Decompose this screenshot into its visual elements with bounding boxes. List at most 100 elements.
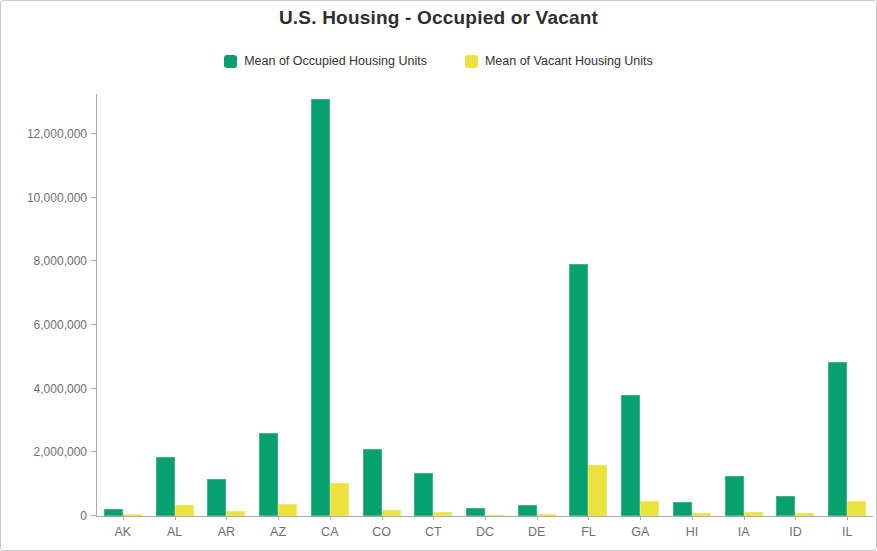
x-axis-label-ct: CT [407,525,459,539]
bar-vacant-ga[interactable] [640,501,659,516]
x-axis-label-ar: AR [200,525,252,539]
bar-group-de: DE [511,94,563,516]
y-axis-tick [91,324,96,325]
bar-vacant-al[interactable] [175,505,194,516]
bar-vacant-ia[interactable] [744,512,763,516]
bar-vacant-id[interactable] [795,513,814,516]
bar-group-ak: AK [97,94,149,516]
bar-occupied-hi[interactable] [673,502,692,516]
bar-vacant-ct[interactable] [433,512,452,516]
bar-occupied-fl[interactable] [569,264,588,516]
legend-item-occupied[interactable]: Mean of Occupied Housing Units [224,54,427,68]
bar-vacant-hi[interactable] [692,513,711,516]
y-axis-label: 4,000,000 [34,382,87,396]
bar-occupied-az[interactable] [259,433,278,516]
x-axis-label-de: DE [511,525,563,539]
bar-occupied-dc[interactable] [466,508,485,516]
y-axis-tick [91,197,96,198]
bar-occupied-ar[interactable] [207,479,226,516]
legend-item-vacant[interactable]: Mean of Vacant Housing Units [465,54,653,68]
y-axis-label: 8,000,000 [34,254,87,268]
x-axis-tick [847,516,848,520]
legend: Mean of Occupied Housing Units Mean of V… [1,54,876,68]
bar-occupied-ct[interactable] [414,473,433,516]
bar-vacant-de[interactable] [537,514,556,516]
legend-label-vacant: Mean of Vacant Housing Units [485,54,653,68]
x-axis-tick [485,516,486,520]
bar-occupied-co[interactable] [363,449,382,516]
bar-group-ar: AR [200,94,252,516]
y-axis-tick [91,515,96,516]
bar-vacant-ca[interactable] [330,483,349,516]
y-axis-tick [91,260,96,261]
x-axis-label-ga: GA [614,525,666,539]
y-axis-tick [91,451,96,452]
x-axis-tick [640,516,641,520]
x-axis-label-fl: FL [563,525,615,539]
bar-occupied-al[interactable] [156,457,175,516]
x-axis-label-id: ID [770,525,822,539]
y-axis-tick [91,133,96,134]
y-axis-label: 2,000,000 [34,445,87,459]
x-axis-tick [537,516,538,520]
bar-occupied-il[interactable] [828,362,847,516]
bar-group-ca: CA [304,94,356,516]
bar-vacant-ak[interactable] [123,514,142,516]
x-axis-label-hi: HI [666,525,718,539]
bar-group-fl: FL [563,94,615,516]
x-axis-label-al: AL [149,525,201,539]
x-axis-label-az: AZ [252,525,304,539]
x-axis-label-ak: AK [97,525,149,539]
plot-area: AKALARAZCACOCTDCDEFLGAHIIAIDIL 02,000,00… [96,94,873,517]
bar-vacant-ar[interactable] [226,511,245,516]
x-axis-tick [278,516,279,520]
bar-occupied-de[interactable] [518,505,537,516]
bar-vacant-il[interactable] [847,501,866,516]
bar-group-il: IL [821,94,873,516]
y-axis-label: 6,000,000 [34,318,87,332]
bar-group-hi: HI [666,94,718,516]
bar-group-ia: IA [718,94,770,516]
x-axis-tick [692,516,693,520]
x-axis-tick [795,516,796,520]
x-axis-tick [382,516,383,520]
bar-group-az: AZ [252,94,304,516]
x-axis-label-co: CO [356,525,408,539]
x-axis-tick [175,516,176,520]
x-axis-label-ia: IA [718,525,770,539]
bar-occupied-id[interactable] [776,496,795,516]
x-axis-tick [123,516,124,520]
bar-vacant-fl[interactable] [588,465,607,516]
x-axis-tick [330,516,331,520]
bar-occupied-ca[interactable] [311,99,330,516]
bar-group-co: CO [356,94,408,516]
occupied-swatch-icon [224,55,237,68]
bar-group-dc: DC [459,94,511,516]
x-axis-tick [226,516,227,520]
bar-vacant-az[interactable] [278,504,297,516]
bar-vacant-dc[interactable] [485,515,504,516]
x-axis-label-il: IL [821,525,873,539]
x-axis-tick [433,516,434,520]
bar-occupied-ga[interactable] [621,395,640,516]
x-axis-tick [588,516,589,520]
chart-title: U.S. Housing - Occupied or Vacant [1,7,876,29]
bar-group-ct: CT [407,94,459,516]
vacant-swatch-icon [465,55,478,68]
y-axis-label: 0 [80,509,87,523]
bar-occupied-ak[interactable] [104,509,123,516]
chart-frame: U.S. Housing - Occupied or Vacant Mean o… [0,0,877,551]
bar-occupied-ia[interactable] [725,476,744,516]
bar-group-al: AL [149,94,201,516]
y-axis-label: 10,000,000 [27,191,87,205]
bar-vacant-co[interactable] [382,510,401,516]
bar-group-id: ID [770,94,822,516]
bars-container: AKALARAZCACOCTDCDEFLGAHIIAIDIL [97,94,873,516]
x-axis-tick [744,516,745,520]
y-axis-tick [91,388,96,389]
bar-group-ga: GA [614,94,666,516]
legend-label-occupied: Mean of Occupied Housing Units [244,54,427,68]
y-axis-label: 12,000,000 [27,127,87,141]
x-axis-label-ca: CA [304,525,356,539]
x-axis-label-dc: DC [459,525,511,539]
